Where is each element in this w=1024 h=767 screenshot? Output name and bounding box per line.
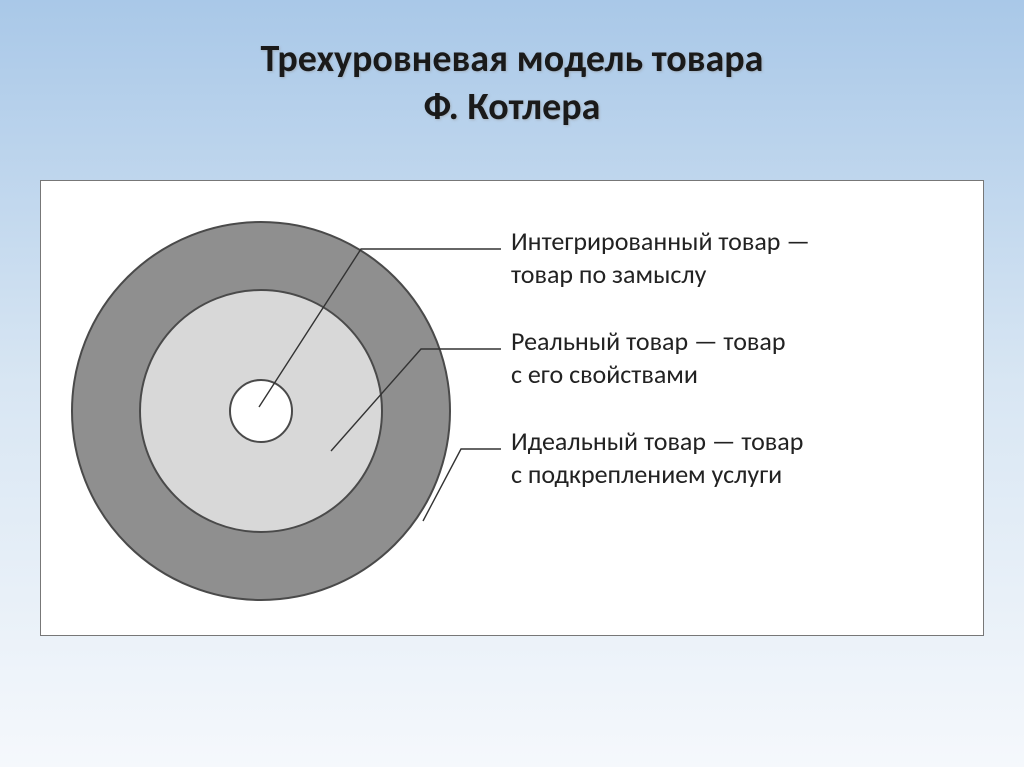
label-outer-line1: Идеальный товар — товар — [511, 425, 961, 458]
label-middle: Реальный товар — товар с его свойствами — [511, 325, 961, 390]
label-outer-line2: с подкреплением услуги — [511, 458, 961, 491]
leader-middle — [331, 349, 501, 451]
leader-core — [259, 249, 501, 407]
label-middle-line1: Реальный товар — товар — [511, 325, 961, 358]
label-middle-line2: с его свойствами — [511, 358, 961, 391]
title-line-2: Ф. Котлера — [0, 84, 1024, 132]
label-core-line1: Интегрированный товар — — [511, 225, 961, 258]
leader-outer — [423, 449, 501, 521]
slide-title: Трехуровневая модель товара Ф. Котлера — [0, 0, 1024, 131]
title-line-1: Трехуровневая модель товара — [0, 36, 1024, 84]
label-outer: Идеальный товар — товар с подкреплением … — [511, 425, 961, 490]
label-core-line2: товар по замыслу — [511, 258, 961, 291]
label-core: Интегрированный товар — товар по замыслу — [511, 225, 961, 290]
diagram-frame: Интегрированный товар — товар по замыслу… — [40, 180, 984, 636]
